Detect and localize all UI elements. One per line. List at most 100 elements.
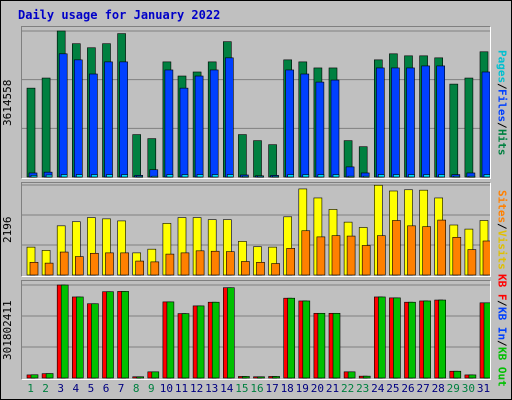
pages-bar — [347, 175, 355, 178]
sites-bar — [195, 250, 205, 276]
files-bar — [179, 87, 189, 178]
pages-bar — [423, 174, 430, 178]
pages-bar — [483, 174, 490, 178]
kbout-bar — [377, 296, 386, 379]
pages-bar — [30, 175, 38, 178]
sites-bar — [361, 245, 371, 276]
hits-bar — [26, 87, 36, 178]
kbout-bar — [106, 291, 114, 379]
day-label: 7 — [117, 382, 125, 395]
files-bar — [89, 73, 98, 178]
kbout-bar — [30, 374, 39, 379]
kbout-bar — [181, 313, 190, 379]
kbout-bar — [242, 376, 250, 379]
sites-bar — [376, 235, 386, 276]
sites-bar — [59, 251, 69, 276]
legend-sep: / — [495, 82, 509, 90]
hits-bar — [358, 146, 368, 178]
hits-chart — [22, 30, 490, 178]
day-label: 2 — [42, 382, 49, 395]
visits-legend: Sites / Visits — [493, 182, 511, 277]
sites-bar — [241, 261, 250, 276]
hits-bar — [449, 83, 459, 178]
hits-bar — [464, 77, 474, 178]
day-label: 19 — [295, 382, 309, 395]
files-bar — [209, 69, 219, 178]
kbout-bar — [408, 301, 416, 379]
day-label: 10 — [159, 382, 174, 395]
files-bar — [225, 57, 234, 178]
kbout-bar — [317, 312, 326, 379]
kbout-bar — [272, 376, 280, 379]
pages-bar — [302, 174, 310, 178]
day-label: 24 — [371, 382, 385, 395]
day-label: 21 — [325, 382, 340, 395]
kbout-bar — [196, 305, 205, 379]
sites-bar — [346, 235, 356, 276]
day-label: 4 — [72, 382, 80, 395]
files-bar — [300, 73, 310, 178]
files-bar — [164, 69, 174, 178]
pages-bar — [317, 174, 325, 178]
pages-bar — [332, 174, 340, 178]
kbout-bar — [166, 301, 175, 379]
day-label: 25 — [386, 382, 400, 395]
day-label: 28 — [431, 382, 445, 395]
sites-bar — [331, 235, 341, 276]
day-label: 17 — [265, 382, 279, 395]
day-label: 15 — [235, 382, 249, 395]
pages-bar — [468, 175, 476, 178]
files-bar — [421, 65, 430, 178]
legend-sep: / — [495, 122, 509, 129]
sites-bar — [286, 248, 296, 276]
pages-bar — [453, 175, 461, 178]
legend-sep: / — [495, 222, 509, 230]
kb-panel — [21, 280, 491, 380]
sites-bar — [150, 261, 160, 276]
kbout-bar — [302, 300, 311, 379]
day-label: 18 — [280, 382, 294, 395]
files-bar — [58, 53, 68, 178]
hits-ymax-label: 3614558 — [1, 79, 14, 126]
sites-bar — [120, 252, 129, 276]
sites-bar — [210, 250, 220, 276]
files-bar — [481, 71, 490, 178]
pages-bar — [257, 175, 264, 178]
day-label: 9 — [147, 382, 155, 395]
sites-bar — [467, 249, 477, 276]
sites-bar — [422, 226, 431, 276]
files-bar — [119, 61, 128, 178]
files-bar — [73, 59, 83, 178]
sites-bar — [437, 219, 447, 276]
pages-bar — [136, 175, 143, 178]
kb-chart — [22, 284, 490, 379]
files-bar — [194, 75, 204, 178]
kbout-bar — [257, 376, 265, 379]
hits-bar — [238, 134, 247, 178]
pages-bar — [181, 174, 189, 178]
legend-kbout: KB Out — [495, 346, 509, 387]
files-bar — [375, 67, 385, 178]
sites-bar — [29, 261, 39, 276]
sites-bar — [316, 236, 326, 276]
kb-ymax-label: 301802411 — [1, 300, 14, 360]
hits-bar — [253, 140, 262, 178]
sites-bar — [44, 262, 54, 276]
sites-bar — [105, 252, 114, 276]
files-bar — [345, 166, 355, 178]
pages-bar — [45, 174, 53, 178]
kbout-bar — [151, 371, 160, 379]
pages-bar — [362, 175, 370, 178]
kbout-bar — [287, 297, 296, 379]
day-label: 30 — [461, 382, 476, 395]
pages-bar — [106, 174, 113, 178]
day-label: 13 — [205, 382, 219, 395]
hits-bar — [132, 134, 141, 178]
files-bar — [406, 67, 415, 178]
sites-bar — [135, 260, 144, 276]
sites-bar — [301, 230, 311, 276]
sites-bar — [180, 252, 190, 276]
legend-kbin: KB In — [495, 306, 509, 340]
kbout-bar — [483, 302, 490, 379]
